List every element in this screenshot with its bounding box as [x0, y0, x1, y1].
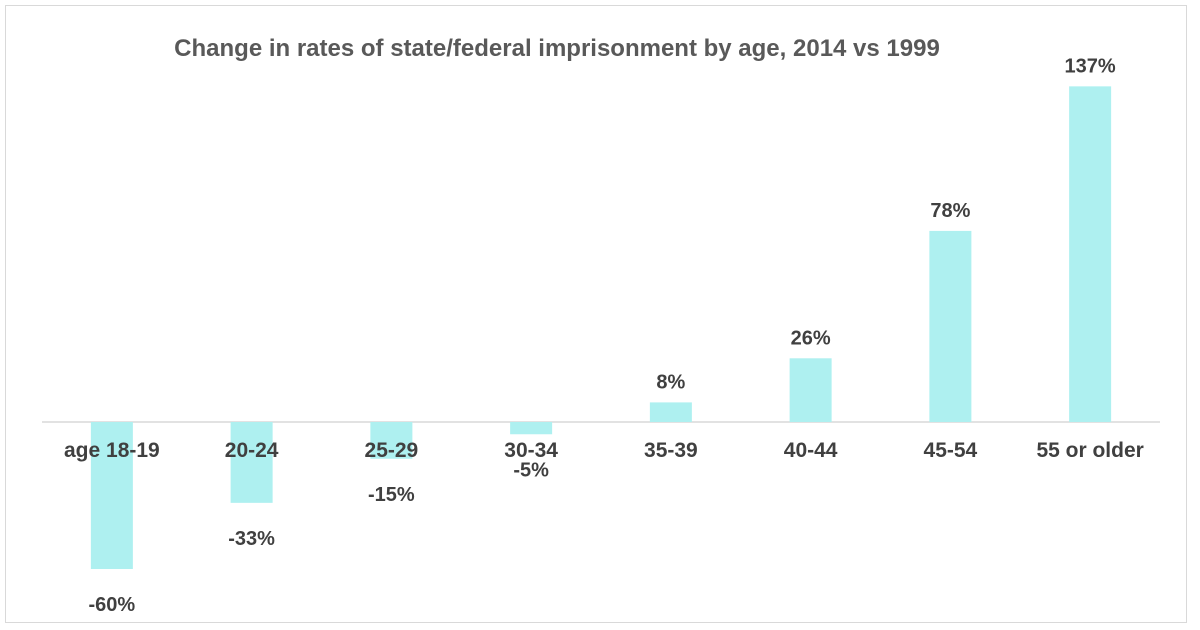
bar-4 — [649, 402, 692, 422]
value-label-0: -60% — [89, 594, 136, 616]
category-label-1: 20-24 — [225, 439, 279, 462]
bar-2 — [370, 422, 413, 459]
category-label-5: 40-44 — [784, 439, 838, 462]
value-label-7: 137% — [1065, 55, 1116, 77]
bar-0 — [90, 422, 133, 569]
bar-5 — [789, 358, 832, 422]
bar-6 — [929, 230, 972, 422]
value-label-3: -5% — [513, 459, 549, 481]
bar-7 — [1069, 86, 1112, 422]
category-label-2: 25-29 — [365, 439, 419, 462]
category-label-7: 55 or older — [1036, 439, 1143, 462]
bar-3 — [510, 422, 553, 435]
value-label-4: 8% — [656, 371, 685, 393]
chart-title: Change in rates of state/federal impriso… — [174, 35, 940, 62]
bar-1 — [230, 422, 273, 503]
value-label-6: 78% — [930, 200, 970, 222]
chart-frame — [5, 5, 1187, 623]
value-labels-group: -60% -33% -15% -5% 8% 26% 78% 137% — [89, 55, 1116, 616]
value-label-1: -33% — [228, 528, 275, 550]
category-label-4: 35-39 — [644, 439, 698, 462]
category-label-3: 30-34 — [504, 439, 558, 462]
category-label-0: age 18-19 — [64, 439, 160, 462]
value-label-2: -15% — [368, 484, 415, 506]
bars-group — [90, 86, 1112, 569]
category-label-6: 45-54 — [924, 439, 978, 462]
category-labels-group: age 18-19 20-24 25-29 30-34 35-39 40-44 45-54 5… — [64, 439, 1144, 462]
value-label-5: 26% — [791, 327, 831, 349]
